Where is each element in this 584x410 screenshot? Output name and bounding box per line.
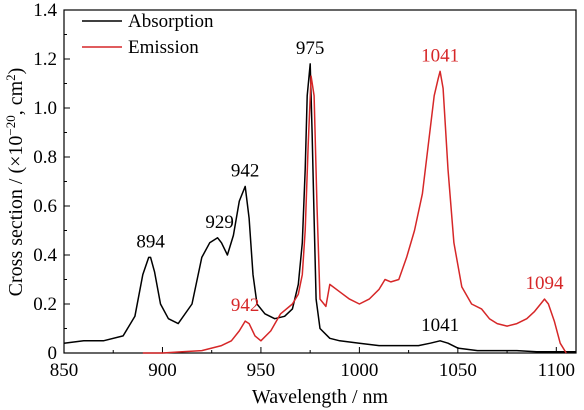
peak-label: 975 <box>296 38 325 59</box>
y-ticks: 0 0.2 0.4 0.6 0.8 1.0 1.2 1.4 <box>33 0 70 364</box>
peak-label: 1041 <box>421 45 459 66</box>
peak-label: 894 <box>136 231 165 252</box>
peak-label: 1094 <box>525 273 564 294</box>
peak-annotations: 894 929 942 975 1041 942 1041 1094 <box>136 38 564 336</box>
y-tick-label: 0.2 <box>33 294 57 315</box>
peak-label: 942 <box>231 295 260 316</box>
x-tick-label: 1050 <box>439 360 477 381</box>
y-axis-label: Cross section / (×10−20, cm2) <box>3 68 27 297</box>
x-ticks: 850 900 950 1000 1050 1100 <box>50 347 575 381</box>
series-line-emission <box>142 70 567 354</box>
peak-label: 1041 <box>421 315 459 336</box>
y-tick-label: 0.6 <box>33 196 57 217</box>
x-tick-label: 950 <box>247 360 276 381</box>
legend: Absorption Emission <box>82 11 214 58</box>
series-layer <box>63 63 576 354</box>
y-tick-label: 0.8 <box>33 147 57 168</box>
series-line-absorption <box>63 63 576 353</box>
x-tick-label: 850 <box>50 360 79 381</box>
y-tick-label: 1.2 <box>33 49 57 70</box>
y-tick-label: 0 <box>48 343 58 364</box>
peak-label: 929 <box>205 212 234 233</box>
legend-label-emission: Emission <box>128 37 199 58</box>
y-tick-label: 1.0 <box>33 98 57 119</box>
y-tick-label: 1.4 <box>33 0 57 21</box>
legend-label-absorption: Absorption <box>128 11 214 32</box>
x-tick-label: 900 <box>148 360 177 381</box>
x-tick-label: 1000 <box>340 360 378 381</box>
peak-label: 942 <box>231 160 260 181</box>
plot-frame <box>63 9 577 354</box>
x-tick-label: 1100 <box>538 360 575 381</box>
x-axis-label: Wavelength / nm <box>252 386 389 408</box>
y-tick-label: 0.4 <box>33 245 57 266</box>
